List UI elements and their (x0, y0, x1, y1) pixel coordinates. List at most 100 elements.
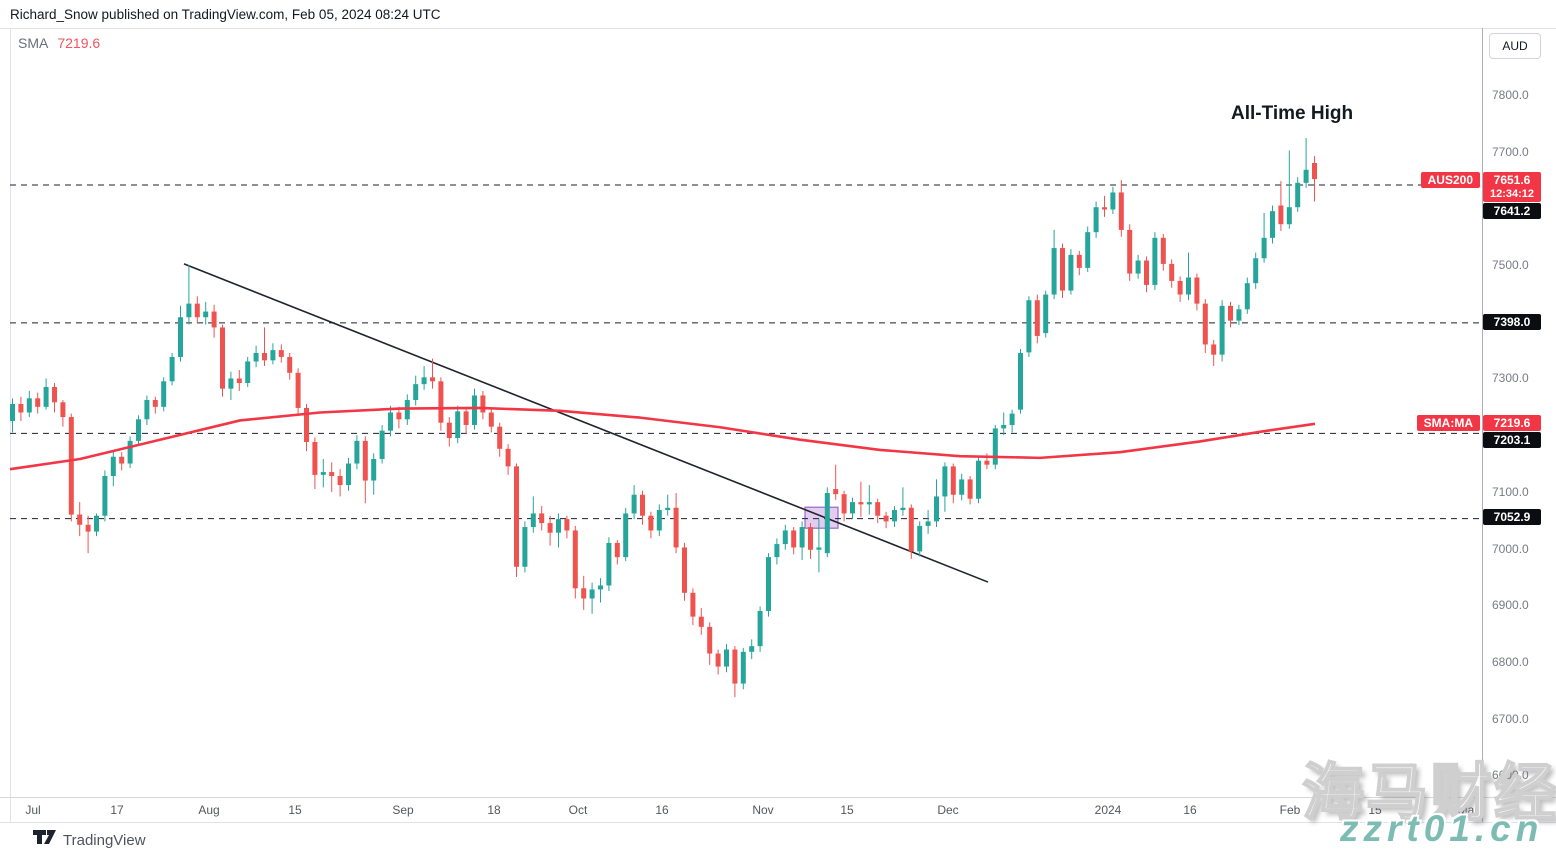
candle-body (631, 494, 637, 514)
candle-body (236, 378, 242, 384)
candle-body (841, 494, 847, 514)
candle-body (1043, 294, 1049, 334)
candle-body (1244, 283, 1250, 310)
candle-body (1278, 205, 1284, 225)
candle-body (1169, 263, 1175, 281)
candle-body (203, 311, 209, 318)
candle-body (522, 527, 528, 567)
candle-body (1261, 237, 1267, 259)
candle-body (480, 395, 486, 413)
price-tick-label: 7700.0 (1492, 144, 1529, 159)
candle-body (354, 440, 360, 464)
candle-body (656, 510, 662, 531)
candle-body (52, 386, 57, 403)
divider (0, 28, 1556, 29)
candle-body (1085, 232, 1091, 268)
indicator-legend[interactable]: SMA 7219.6 (18, 35, 100, 51)
tradingview-attribution[interactable]: TradingView (33, 830, 146, 850)
candle-body (18, 403, 24, 413)
candle-body (505, 448, 511, 467)
candle-body (875, 502, 881, 516)
candle-body (556, 519, 561, 533)
candle-body (211, 311, 217, 328)
candle-body (959, 479, 965, 495)
price-axis-label: 7203.1 (1483, 432, 1541, 448)
candle-body (564, 519, 570, 531)
time-tick-label: Feb (1279, 803, 1301, 817)
candle-body (1228, 305, 1233, 321)
candle-body (824, 493, 830, 554)
time-tick-label: 15 (840, 803, 854, 817)
candle-body (673, 507, 679, 548)
candle-body (572, 530, 578, 589)
candle-body (346, 463, 351, 486)
candle-body (707, 626, 713, 654)
candle-body (1068, 254, 1074, 291)
price-tick-label: 7300.0 (1492, 371, 1529, 386)
candle-body (1144, 260, 1149, 285)
candle-body (488, 412, 494, 427)
price-tick-label: 6900.0 (1492, 598, 1529, 613)
candle-body (1118, 192, 1124, 230)
time-tick-label: Oct (568, 803, 588, 817)
candle-body (388, 412, 393, 431)
candle-body (892, 510, 897, 522)
candle-body (43, 386, 49, 407)
time-tick-label: Jul (25, 803, 41, 817)
candle-body (186, 303, 192, 318)
candle-body (430, 377, 435, 382)
candle-body (144, 400, 150, 420)
candle-body (782, 530, 788, 545)
candle-body (1001, 424, 1007, 429)
candle-body (371, 459, 377, 481)
watermark-url-text: zzrt01.cn (1340, 808, 1544, 849)
time-tick-label: Mar (1457, 803, 1479, 817)
tradingview-logo-icon (33, 830, 56, 850)
candle-body (757, 610, 763, 647)
candle-body (698, 616, 704, 627)
candle-body (295, 372, 301, 408)
candle-body (984, 460, 990, 465)
candle-body (648, 515, 654, 531)
time-tick-label: Aug (198, 803, 220, 817)
candle-body (623, 513, 629, 558)
candle-body (774, 544, 780, 558)
candle-body (682, 547, 687, 593)
candle-body (866, 502, 872, 505)
candle-body (967, 479, 973, 499)
candle-body (690, 592, 696, 617)
price-axis-label: 7398.0 (1483, 314, 1541, 330)
candle-body (127, 440, 133, 464)
candle-body (446, 422, 452, 439)
candle-body (808, 527, 813, 550)
sma-indicator-label: SMA (18, 35, 49, 51)
candle-body (992, 428, 998, 465)
candle-body (85, 524, 91, 532)
candle-body (228, 378, 234, 389)
candle-body (1060, 248, 1065, 291)
candle-body (1177, 280, 1183, 295)
candle-body (1270, 211, 1275, 238)
candle-body (942, 466, 948, 497)
time-tick-label: 15 (1368, 803, 1382, 817)
candle-body (1034, 300, 1040, 336)
candle-body (900, 507, 906, 511)
candle-body (598, 585, 603, 590)
time-tick-label: 16 (1183, 803, 1197, 817)
price-axis-label: 7219.6 (1483, 415, 1541, 431)
candle-body (950, 466, 956, 495)
candle-body (278, 350, 284, 357)
series-badge: AUS200 (1420, 172, 1480, 188)
candle-body (589, 589, 595, 599)
countdown-timer: 12:34:12 (1489, 188, 1535, 200)
currency-toggle-button[interactable]: AUD (1489, 33, 1541, 59)
watermark-chinese-text: 海马财经 (1301, 758, 1556, 829)
candle-body (640, 494, 645, 516)
candle-body (169, 356, 175, 382)
candle-body (379, 430, 385, 460)
candle-body (539, 513, 545, 524)
candle-body (60, 402, 66, 418)
candle-body (220, 327, 225, 389)
publish-header: Richard_Snow published on TradingView.co… (10, 7, 441, 22)
